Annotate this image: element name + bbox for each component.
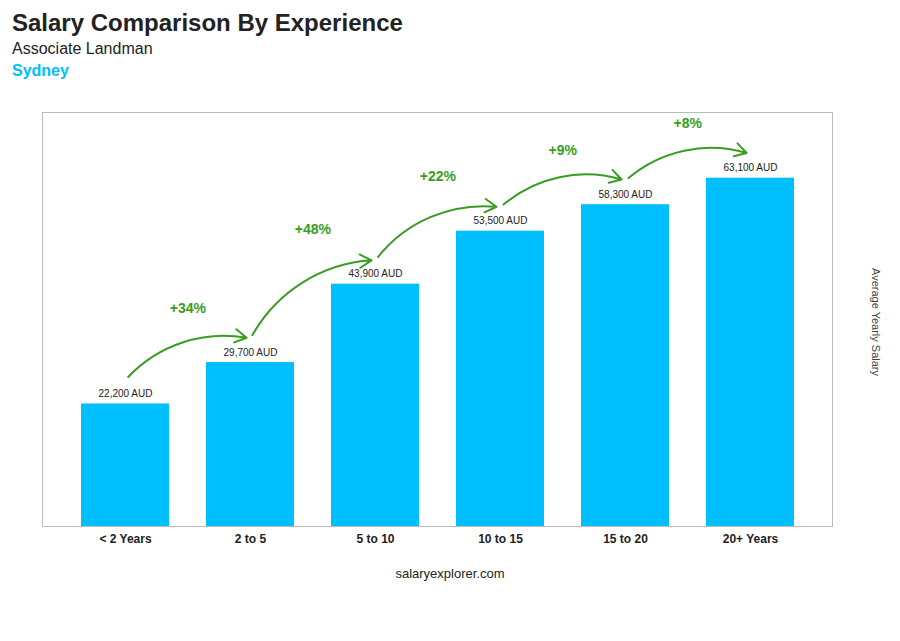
svg-text:+48%: +48% bbox=[295, 221, 332, 237]
html-text:Associate Landman: Associate Landman bbox=[12, 40, 153, 57]
svg-text:58,300 AUD: 58,300 AUD bbox=[599, 189, 653, 200]
svg-text:+34%: +34% bbox=[170, 300, 207, 316]
svg-text:20+ Years: 20+ Years bbox=[723, 532, 779, 546]
svg-text:5 to 10: 5 to 10 bbox=[356, 532, 394, 546]
svg-text:< 2 Years: < 2 Years bbox=[99, 532, 151, 546]
svg-text:2 to 5: 2 to 5 bbox=[235, 532, 267, 546]
svg-text:53,500 AUD: 53,500 AUD bbox=[474, 215, 528, 226]
svg-text:+22%: +22% bbox=[420, 168, 457, 184]
html-text:Salary Comparison By Experienc: Salary Comparison By Experience bbox=[12, 9, 403, 36]
html-text:Average Yearly Salary: Average Yearly Salary bbox=[870, 268, 882, 376]
svg-text:63,100 AUD: 63,100 AUD bbox=[724, 162, 778, 173]
svg-text:10 to 15: 10 to 15 bbox=[478, 532, 523, 546]
svg-text:29,700 AUD: 29,700 AUD bbox=[224, 347, 278, 358]
svg-text:22,200 AUD: 22,200 AUD bbox=[99, 388, 153, 399]
html-text:salaryexplorer.com: salaryexplorer.com bbox=[395, 566, 505, 581]
svg-text:43,900 AUD: 43,900 AUD bbox=[349, 268, 403, 279]
svg-text:15 to 20: 15 to 20 bbox=[603, 532, 648, 546]
svg-text:+8%: +8% bbox=[674, 115, 703, 131]
svg-text:+9%: +9% bbox=[549, 142, 578, 158]
html-text:Sydney: Sydney bbox=[12, 62, 69, 79]
